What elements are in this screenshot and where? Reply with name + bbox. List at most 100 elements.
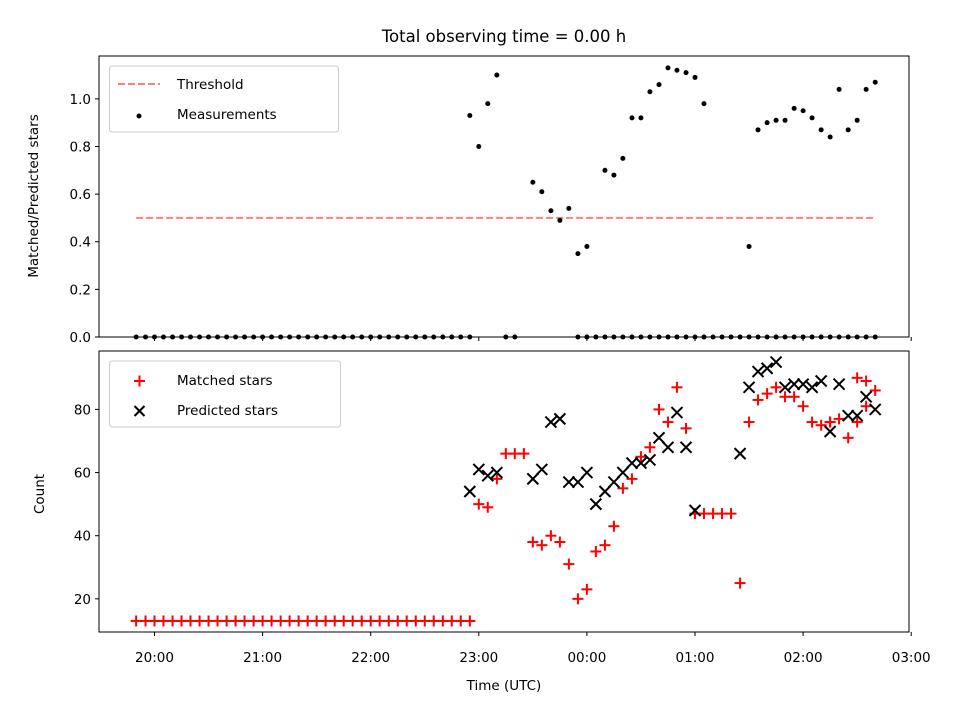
predicted-star-point — [688, 504, 702, 517]
bottom-x-tick-label: 01:00 — [676, 650, 715, 666]
bottom-y-tick-label: 80 — [74, 402, 91, 418]
measurement-point — [647, 89, 653, 95]
bottom-x-tick-label: 02:00 — [784, 650, 823, 666]
matched-star-point — [653, 403, 665, 415]
bottom-y-tick-label: 20 — [74, 592, 91, 608]
bottom-x-tick-label: 03:00 — [892, 650, 931, 666]
bottom-x-ticks: 20:00 21:00 22:00 23:00 00:00 01:00 02:00 03:00 — [135, 632, 931, 666]
measurement-point — [764, 120, 770, 126]
predicted-star-point — [751, 365, 765, 378]
matched-star-point — [130, 615, 142, 627]
predicted-star-point — [616, 466, 630, 479]
matched-star-point — [644, 441, 656, 453]
predicted-star-point — [589, 497, 603, 511]
predicted-star-point — [670, 406, 684, 419]
predicted-star-point — [814, 374, 828, 388]
matched-star-point — [851, 416, 863, 428]
matched-star-point — [662, 416, 674, 428]
matched-star-point — [743, 416, 755, 428]
matched-star-point — [554, 536, 566, 548]
predicted-star-point — [562, 475, 576, 489]
matched-star-point — [482, 501, 494, 513]
top-y-tick-label: 0.4 — [70, 235, 91, 251]
predicted-star-point — [805, 381, 819, 394]
measurement-point — [755, 127, 761, 133]
measurement-point — [665, 65, 671, 71]
predicted-star-point — [859, 390, 873, 403]
measurement-point — [557, 217, 563, 223]
legend-label-measurements: Measurements — [177, 107, 277, 123]
matched-star-point — [563, 558, 575, 570]
predicted-star-point — [625, 456, 639, 470]
predicted-star-point — [796, 377, 810, 391]
predicted-star-point — [787, 377, 801, 391]
predicted-star-point — [472, 463, 486, 476]
predicted-star-point — [823, 425, 837, 438]
top-legend: Threshold Measurements — [109, 65, 339, 133]
predicted-star-point — [850, 409, 864, 422]
predicted-legend-swatch — [133, 405, 146, 417]
measurement-point — [638, 115, 644, 121]
predicted-star-point — [868, 403, 882, 416]
top-panel: 0.0 0.2 0.4 0.6 0.8 1.0 Matched/Predicted sta… — [26, 55, 912, 346]
predicted-star-point — [553, 412, 567, 426]
bottom-x-tick-label: 20:00 — [135, 650, 174, 666]
measurement-point — [827, 134, 833, 140]
top-y-tick-label: 0.0 — [70, 330, 91, 346]
matched-star-point — [806, 416, 818, 428]
measurement-point — [845, 127, 851, 133]
measurement-point — [746, 244, 752, 250]
matched-star-point — [824, 416, 836, 428]
matched-star-point — [797, 400, 809, 412]
matched-star-point — [680, 422, 692, 434]
matched-star-point — [752, 394, 764, 406]
matched-star-point — [473, 498, 485, 510]
matched-stars-points — [130, 372, 881, 627]
top-axes-frame — [98, 55, 910, 338]
matched-star-point — [545, 530, 557, 542]
bottom-y-tick-label: 60 — [74, 466, 91, 482]
measurement-point — [539, 189, 545, 195]
bottom-y-tick-label: 40 — [74, 529, 91, 545]
measurement-point — [629, 115, 635, 121]
x-axis-label: Time (UTC) — [466, 678, 542, 694]
matched-star-point — [572, 593, 584, 605]
matched-star-point — [518, 448, 530, 460]
top-legend-box — [109, 65, 339, 133]
top-y-tick-label: 0.6 — [70, 187, 91, 203]
predicted-star-point — [463, 485, 477, 498]
measurement-point — [611, 172, 617, 178]
predicted-stars-points — [463, 355, 882, 517]
matched-star-point — [536, 539, 548, 551]
measurement-points — [133, 65, 878, 340]
bottom-legend: Matched stars Predicted stars — [109, 360, 341, 428]
measurements-legend-swatch — [136, 113, 142, 119]
predicted-star-point — [832, 377, 846, 391]
bottom-x-tick-label: 22:00 — [351, 650, 390, 666]
matched-star-point — [833, 413, 845, 425]
matched-star-point — [626, 473, 638, 485]
predicted-star-point — [535, 463, 549, 476]
predicted-star-point — [571, 475, 585, 489]
measurement-point — [476, 143, 482, 149]
matched-star-point — [491, 473, 503, 485]
predicted-star-point — [661, 441, 675, 454]
matched-star-point — [725, 508, 737, 520]
matched-star-point — [617, 482, 629, 494]
bottom-y-ticks: 20 40 60 80 — [74, 402, 99, 608]
matched-star-point — [527, 536, 539, 548]
predicted-star-point — [544, 415, 558, 429]
measurement-point — [530, 179, 536, 185]
bottom-y-axis-label: Count — [32, 474, 48, 514]
matched-star-point — [842, 432, 854, 444]
predicted-star-point — [598, 485, 612, 498]
measurement-point — [566, 205, 572, 211]
top-y-tick-label: 0.8 — [70, 139, 91, 155]
predicted-star-point — [778, 381, 792, 394]
matched-star-point — [581, 583, 593, 595]
top-y-ticks: 0.0 0.2 0.4 0.6 0.8 1.0 — [70, 92, 99, 346]
matched-star-point — [815, 419, 827, 431]
measurement-point — [548, 208, 554, 214]
measurement-point — [692, 74, 698, 80]
